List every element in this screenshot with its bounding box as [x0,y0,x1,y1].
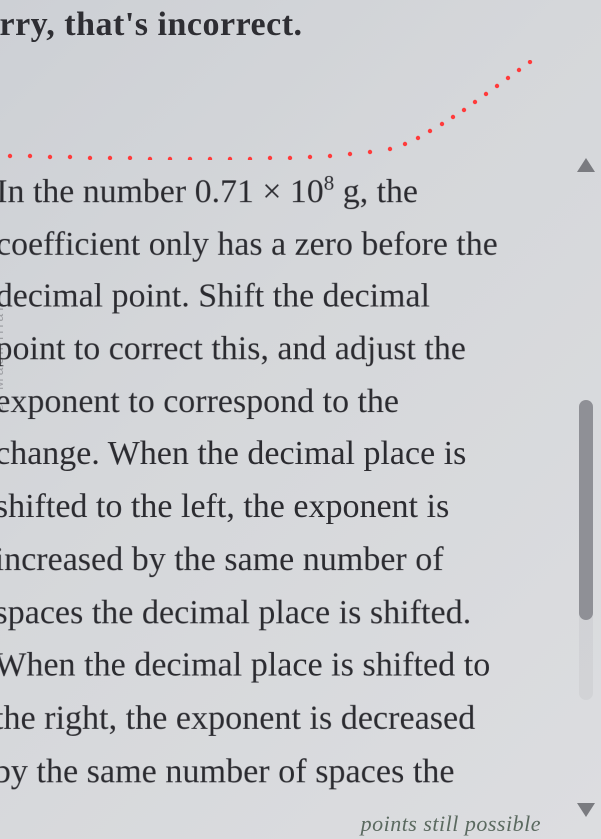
explanation-line: In the number 0.71 × 108 g, the [0,166,589,218]
scrollbar-thumb[interactable] [579,400,593,620]
explanation-line: by the same number of spaces the [0,746,591,799]
explanation-line: change. When the decimal place is [0,428,590,481]
dotted-path-decoration [0,60,601,160]
explanation-line: increased by the same number of [0,534,590,587]
feedback-header: orry, that's incorrect. [0,6,303,44]
explanation-text: In the number 0.71 × 108 g, thecoefficie… [0,166,591,798]
explanation-line: coefficient only has a zero before the [0,219,589,271]
explanation-line: When the decimal place is shifted to [0,640,591,693]
points-footer: points still possible [361,811,541,837]
exponent: 8 [324,171,335,195]
explanation-line: point to correct this, and adjust the [0,323,590,375]
explanation-line: decimal point. Shift the decimal [0,271,589,323]
scroll-up-arrow-icon[interactable] [577,158,595,172]
explanation-line: spaces the decimal place is shifted. [0,587,591,640]
explanation-line: the right, the exponent is decreased [0,692,591,745]
explanation-line: exponent to correspond to the [0,376,590,429]
explanation-line: shifted to the left, the exponent is [0,481,590,534]
page: orry, that's incorrect. © Macmillan In t… [0,0,601,839]
scientific-notation: 0.71 × 108 g [195,173,360,210]
scroll-down-arrow-icon[interactable] [577,803,595,817]
